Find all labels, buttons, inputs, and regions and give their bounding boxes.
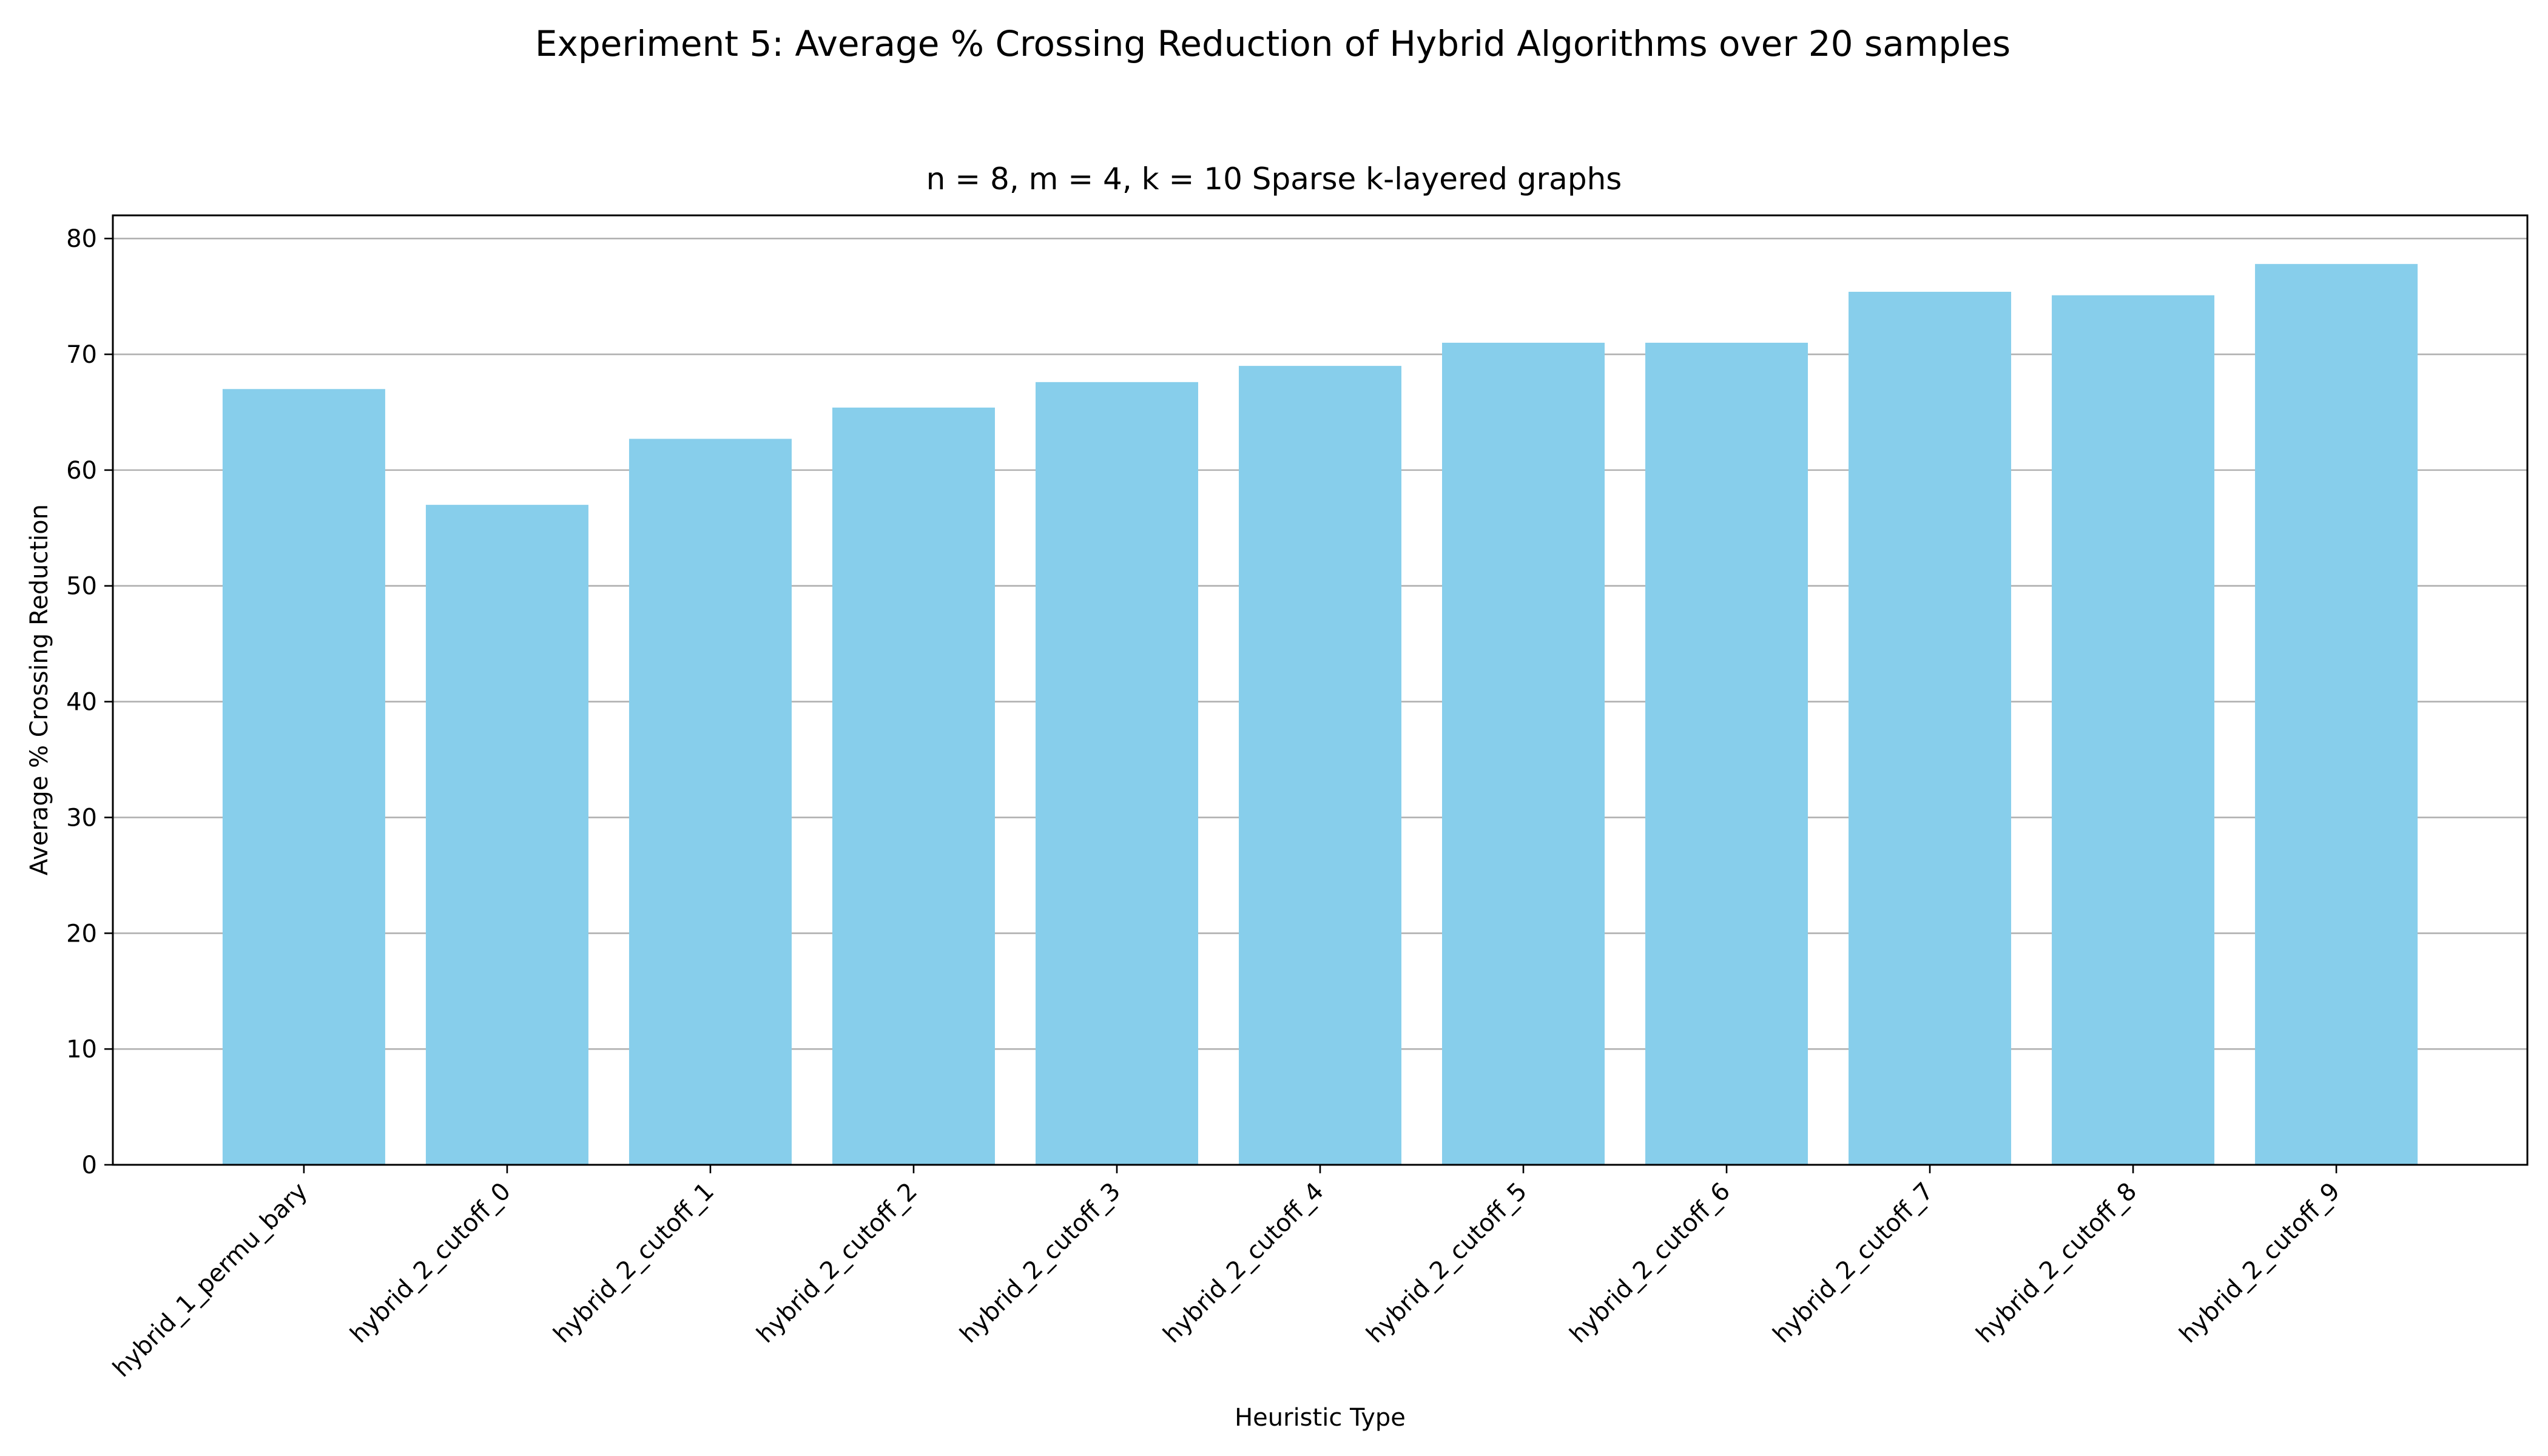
chart-title: n = 8, m = 4, k = 10 Sparse k-layered gr…: [926, 161, 1622, 197]
bar-hybrid_2_cutoff_8: [2052, 295, 2215, 1165]
x-axis-label: Heuristic Type: [1235, 1404, 1406, 1432]
bar-hybrid_2_cutoff_7: [1849, 291, 2012, 1165]
y-tick-label: 50: [66, 573, 97, 601]
bar-hybrid_2_cutoff_0: [425, 505, 588, 1165]
y-tick-label: 60: [66, 457, 97, 485]
y-tick-label: 10: [66, 1036, 97, 1063]
bars: [222, 264, 2418, 1165]
y-tick-label: 20: [66, 920, 97, 948]
bar-hybrid_2_cutoff_9: [2255, 264, 2418, 1165]
bar-hybrid_2_cutoff_3: [1035, 382, 1198, 1165]
figure-title: Experiment 5: Average % Crossing Reducti…: [535, 23, 2010, 64]
y-tick-label: 80: [66, 225, 97, 253]
y-axis-label: Average % Crossing Reduction: [25, 504, 53, 875]
bar-hybrid_1_permu_bary: [222, 389, 385, 1165]
y-tick-label: 70: [66, 341, 97, 369]
y-tick-label: 0: [82, 1151, 97, 1179]
y-tick-label: 30: [66, 804, 97, 832]
bar-hybrid_2_cutoff_2: [832, 407, 995, 1165]
y-axis-ticks: 0 10 20 30 40 50 60 70 80: [66, 225, 113, 1179]
y-tick-label: 40: [66, 689, 97, 716]
bar-hybrid_2_cutoff_1: [629, 439, 792, 1165]
bar-hybrid_2_cutoff_4: [1238, 366, 1402, 1165]
bar-hybrid_2_cutoff_5: [1442, 342, 1605, 1165]
bar-hybrid_2_cutoff_6: [1645, 342, 1808, 1165]
